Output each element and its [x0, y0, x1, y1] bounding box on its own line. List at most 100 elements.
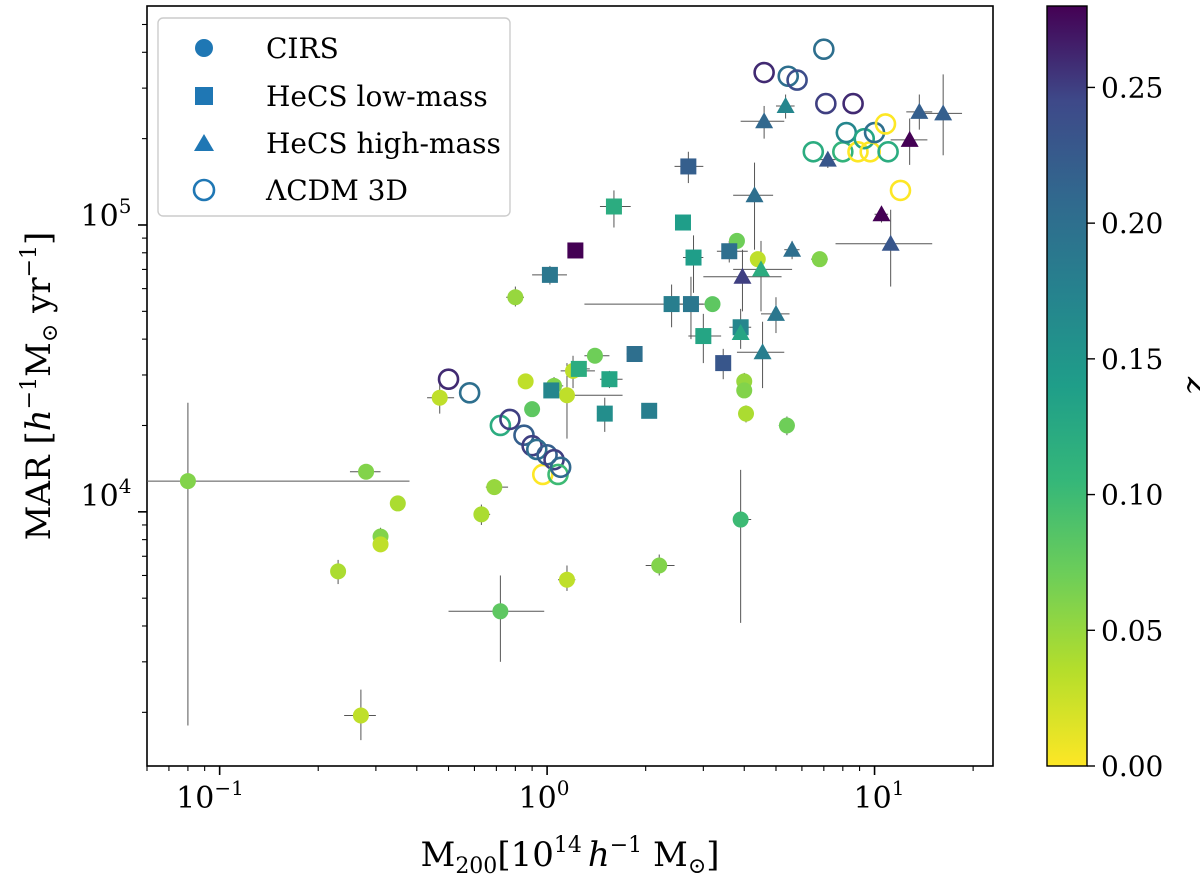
legend-label-hecs-high: HeCS high-mass — [266, 127, 501, 160]
colorbar-gradient — [1046, 5, 1088, 767]
point-hecs-low-mass — [641, 402, 658, 419]
point-cirs — [811, 251, 828, 268]
legend-label-hecs-low: HeCS low-mass — [266, 80, 488, 113]
point-hecs-high-mass — [910, 102, 929, 119]
point-cirs — [736, 382, 753, 399]
point-lcdm-3d — [889, 179, 912, 202]
point-cirs — [431, 389, 448, 406]
point-cirs — [778, 417, 795, 434]
point-cirs — [492, 603, 509, 620]
colorbar-tick-label: 0.15 — [1101, 343, 1163, 376]
point-cirs — [651, 557, 668, 574]
markers-layer — [179, 38, 953, 724]
point-cirs — [732, 511, 749, 528]
point-hecs-low-mass — [626, 346, 643, 363]
point-lcdm-3d — [813, 38, 835, 61]
legend-marker-square — [195, 87, 213, 105]
point-lcdm-3d — [525, 438, 548, 461]
x-axis — [146, 766, 974, 775]
point-hecs-high-mass — [783, 240, 802, 257]
point-hecs-low-mass — [543, 382, 560, 399]
point-hecs-high-mass — [776, 96, 795, 113]
point-hecs-high-mass — [733, 267, 752, 284]
point-lcdm-3d — [874, 113, 897, 135]
point-hecs-high-mass — [751, 260, 770, 277]
colorbar-tick-label: 0.10 — [1101, 479, 1163, 512]
point-lcdm-3d — [815, 92, 837, 115]
point-hecs-high-mass — [881, 234, 900, 251]
x-axis-label: M200[1014 h−1 M⊙] — [420, 833, 719, 879]
colorbar-ticks: 0.00 0.05 0.10 0.15 0.20 0.25 — [1087, 71, 1163, 783]
point-cirs — [738, 405, 755, 422]
point-lcdm-3d — [853, 127, 876, 150]
x-tick-label-0: 10−1 — [176, 776, 244, 816]
point-lcdm-3d — [437, 368, 460, 390]
legend-box — [157, 17, 511, 217]
point-hecs-low-mass — [674, 214, 691, 231]
point-hecs-low-mass — [541, 266, 558, 283]
legend-marker-triangle — [194, 134, 214, 151]
point-hecs-high-mass — [731, 324, 750, 341]
colorbar-label: z — [1179, 376, 1200, 396]
point-cirs — [558, 387, 575, 404]
point-cirs — [517, 373, 534, 390]
point-lcdm-3d — [531, 463, 554, 486]
point-lcdm-3d — [753, 61, 775, 84]
point-hecs-low-mass — [695, 328, 712, 345]
point-hecs-low-mass — [685, 249, 702, 266]
point-cirs — [586, 347, 603, 364]
x-tick-label-1: 100 — [519, 776, 570, 816]
point-hecs-low-mass — [715, 355, 732, 372]
point-hecs-high-mass — [766, 304, 785, 321]
point-hecs-low-mass — [682, 296, 699, 313]
point-cirs — [524, 401, 541, 418]
point-hecs-low-mass — [601, 371, 618, 388]
point-cirs — [352, 707, 369, 724]
colorbar-tick-label: 0.05 — [1101, 614, 1163, 647]
x-tick-labels: 10−1 100 101 — [176, 776, 904, 816]
point-cirs — [507, 289, 524, 306]
point-cirs — [179, 473, 196, 490]
colorbar: 0.00 0.05 0.10 0.15 0.20 0.25 z — [1046, 5, 1200, 783]
point-hecs-low-mass — [570, 360, 587, 377]
point-cirs — [704, 296, 721, 313]
y-axis-label: MAR [h−1M⊙ yr−1] — [17, 232, 63, 541]
point-cirs — [330, 563, 347, 580]
point-hecs-high-mass — [900, 130, 919, 147]
legend: CIRS HeCS low-mass HeCS high-mass ΛCDM 3… — [157, 17, 511, 217]
x-tick-label-2: 101 — [854, 776, 905, 816]
legend-marker-circle — [195, 39, 213, 57]
point-lcdm-3d — [802, 140, 825, 163]
point-hecs-low-mass — [567, 242, 584, 259]
point-cirs — [486, 479, 503, 496]
point-cirs — [558, 571, 575, 588]
point-hecs-high-mass — [753, 343, 772, 360]
point-hecs-high-mass — [934, 104, 953, 121]
point-lcdm-3d — [847, 140, 869, 163]
point-hecs-low-mass — [605, 198, 622, 215]
point-hecs-low-mass — [721, 243, 738, 260]
point-cirs — [389, 495, 406, 512]
point-hecs-high-mass — [755, 112, 774, 129]
point-lcdm-3d — [786, 69, 808, 91]
colorbar-tick-label: 0.20 — [1101, 207, 1163, 240]
point-lcdm-3d — [549, 456, 572, 479]
point-cirs — [372, 536, 389, 553]
colorbar-tick-label: 0.00 — [1101, 750, 1163, 783]
y-tick-label-0: 104 — [81, 474, 132, 514]
point-hecs-high-mass — [818, 150, 837, 167]
y-tick-labels: 104 105 — [81, 194, 132, 514]
point-lcdm-3d — [842, 92, 864, 115]
point-hecs-low-mass — [663, 296, 680, 313]
colorbar-tick-label: 0.25 — [1101, 71, 1163, 104]
y-tick-label-1: 105 — [81, 194, 132, 234]
point-lcdm-3d — [543, 448, 565, 471]
point-cirs — [358, 463, 375, 480]
point-lcdm-3d — [499, 408, 521, 431]
legend-label-cirs: CIRS — [266, 32, 339, 65]
point-hecs-high-mass — [745, 186, 764, 203]
legend-label-lcdm: ΛCDM 3D — [265, 174, 408, 207]
point-cirs — [473, 506, 490, 523]
point-hecs-high-mass — [872, 205, 891, 222]
